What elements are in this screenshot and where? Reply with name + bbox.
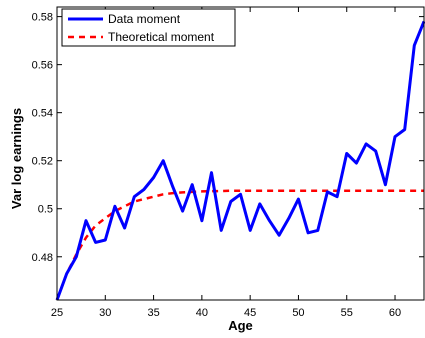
x-tick-label: 30	[99, 307, 111, 319]
x-tick-label: 35	[147, 307, 159, 319]
legend: Data moment Theoretical moment	[61, 8, 236, 47]
y-tick-label: 0.56	[32, 60, 53, 72]
y-tick-label: 0.52	[32, 156, 53, 168]
y-tick-label: 0.54	[32, 108, 53, 120]
y-axis-title: Var log earnings	[9, 108, 24, 209]
x-axis: 25 30 35 40 45 50 55 60	[51, 7, 401, 319]
x-tick-label: 25	[51, 307, 63, 319]
series-line-data-moment	[55, 20, 425, 301]
x-tick-label: 45	[244, 307, 256, 319]
y-tick-label: 0.58	[32, 12, 53, 24]
plot-lines	[55, 20, 425, 301]
legend-label-theoretical-moment: Theoretical moment	[108, 30, 215, 44]
y-axis: 0.48 0.5 0.52 0.54 0.56 0.58	[32, 12, 424, 264]
y-tick-label: 0.5	[38, 204, 53, 216]
legend-label-data-moment: Data moment	[108, 12, 181, 26]
x-tick-label: 60	[389, 307, 401, 319]
y-tick-label: 0.48	[32, 252, 53, 264]
legend-box	[61, 8, 236, 47]
series-line-theoretical-moment	[55, 189, 424, 301]
x-tick-label: 50	[292, 307, 304, 319]
plot-frame	[56, 6, 425, 301]
x-axis-title: Age	[228, 318, 253, 333]
x-tick-label: 40	[196, 307, 208, 319]
x-tick-label: 55	[341, 307, 353, 319]
